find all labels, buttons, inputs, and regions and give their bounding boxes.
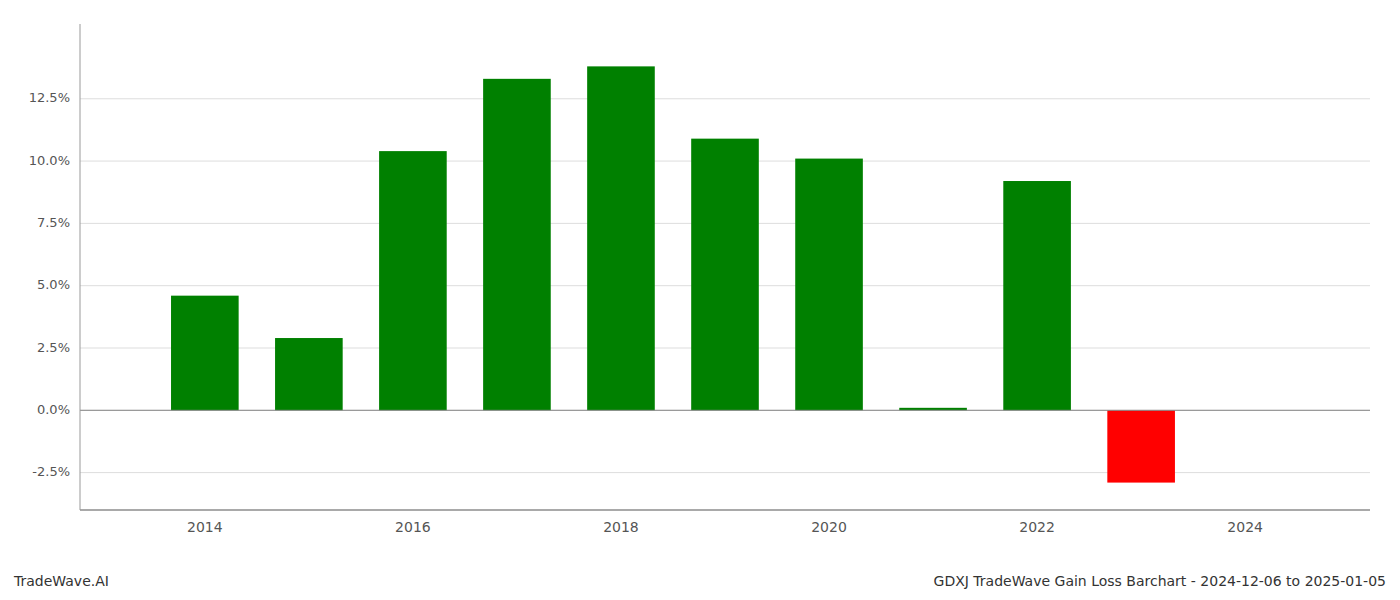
x-tick-label: 2014 (187, 519, 223, 535)
chart-container: -2.5%0.0%2.5%5.0%7.5%10.0%12.5%201420162… (0, 0, 1400, 600)
grid-line (80, 98, 1370, 99)
x-tick-label: 2018 (603, 519, 639, 535)
zero-line (80, 410, 1370, 411)
bar (587, 66, 655, 410)
x-tick-label: 2020 (811, 519, 847, 535)
bar (795, 159, 863, 411)
x-axis-line (80, 509, 1370, 510)
bar (379, 151, 447, 410)
y-axis-line (80, 24, 81, 510)
bar (1003, 181, 1071, 410)
y-tick-label: -2.5% (32, 464, 70, 479)
bar (275, 338, 343, 410)
bar (691, 139, 759, 411)
x-tick-label: 2016 (395, 519, 431, 535)
y-tick-label: 10.0% (29, 153, 70, 168)
y-grid (80, 99, 1370, 473)
bars (171, 66, 1175, 482)
footer-left: TradeWave.AI (13, 573, 109, 589)
grid-line (80, 472, 1370, 473)
y-tick-label: 12.5% (29, 90, 70, 105)
x-tick-label: 2022 (1019, 519, 1055, 535)
chart: -2.5%0.0%2.5%5.0%7.5%10.0%12.5%201420162… (0, 0, 1400, 600)
grid-line (80, 410, 1370, 411)
y-tick-label: 7.5% (37, 215, 70, 230)
bar (171, 296, 239, 411)
bar (483, 79, 551, 410)
x-tick-labels: 2014 2016 2018 2020 2022 2024 (187, 519, 1263, 535)
y-tick-label: 0.0% (37, 402, 70, 417)
y-tick-label: 2.5% (37, 340, 70, 355)
y-tick-labels: -2.5% 0.0% 2.5% 5.0% 7.5% 10.0% 12.5% (29, 90, 70, 479)
title: GDXJ TradeWave Gain Loss Barchart - 2024… (934, 573, 1386, 589)
bar (1107, 410, 1175, 482)
x-tick-label: 2024 (1227, 519, 1263, 535)
y-tick-label: 5.0% (37, 277, 70, 292)
